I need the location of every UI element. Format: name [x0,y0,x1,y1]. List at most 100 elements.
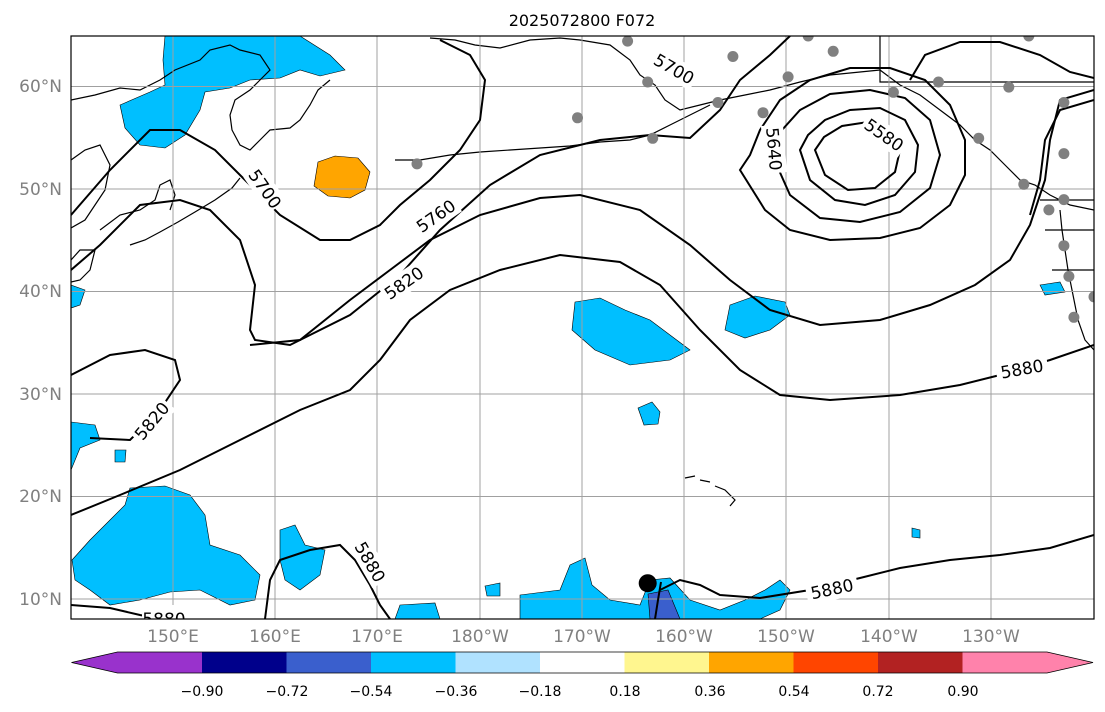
shade-south-mid [279,524,326,591]
colorbar-tick-label: −0.36 [435,684,478,700]
coastlines [71,36,1094,507]
map-frame [70,35,1095,620]
station-marker [1058,194,1070,206]
shade-south-dots2 [484,582,501,597]
contour-5700-east [909,41,1094,81]
station-marker [933,76,944,88]
contour-5880 [71,253,1094,516]
coast-alaska [429,37,881,111]
shade-south-dots [394,602,441,619]
colorbar-tick-label: 0.90 [947,684,978,700]
lat-tick-label: 30°N [19,385,62,405]
colorbar-cell [455,652,540,673]
colorbar-tick-label: −0.72 [266,684,309,700]
contour-label-5640: 5640 [761,127,785,172]
colorbar-tick-label: 0.72 [862,684,893,700]
coast-siberia [71,44,331,151]
shaded-regions [71,36,1066,619]
station-marker [572,112,583,124]
lon-tick-label: 130°W [962,627,1020,647]
colorbar-cell [371,652,456,673]
gridlines [71,36,1094,619]
colorbar-tick-label: −0.54 [350,684,393,700]
colorbar-cell [878,652,963,673]
station-marker [827,45,839,57]
shade-west-mid [71,421,101,471]
station-marker [727,51,739,62]
colorbar-outline [71,651,1094,674]
coast-kurils [129,177,241,246]
shade-southwest [71,485,261,606]
station-markers [411,36,1094,323]
shade-central-east [724,295,791,339]
colorbar-tick-labels: −0.90 −0.72 −0.54 −0.36 −0.18 0.18 0.36 … [181,684,979,700]
lat-tick-label: 40°N [19,282,62,302]
station-marker [1058,97,1070,108]
lat-tick-label: 50°N [19,180,62,200]
contour-labels: 5700 5760 5820 5580 5640 5700 5880 5820 … [128,47,1050,630]
colorbar-cell [624,652,709,673]
station-marker [887,86,899,98]
colorbar-cell [709,652,794,673]
contour-5640 [738,67,966,242]
lon-tick-label: 160°E [249,627,301,647]
station-marker [1063,270,1075,282]
black-dot-marker [638,574,657,593]
point-track [654,581,662,619]
shade-orange-blob [313,155,371,199]
lon-tick-label: 140°W [860,627,918,647]
lat-tick-label: 10°N [19,590,62,610]
contour-5760-east [1029,99,1094,216]
station-marker [1068,311,1080,323]
station-marker [622,36,634,47]
lat-tick-label: 60°N [19,77,62,97]
coast-border [879,36,1094,83]
station-marker [973,132,985,144]
lon-tick-labels: 150°E 160°E 170°E 180°W 170°W 160°W 150°… [147,627,1020,647]
station-marker [757,107,769,119]
coast-westcoast [1059,209,1094,351]
coast-hawaii [684,475,736,507]
contour-5700 [71,39,487,241]
lon-tick-label: 170°E [351,627,403,647]
lon-tick-label: 180°W [451,627,509,647]
colorbar-tick-label: −0.18 [519,684,562,700]
colorbar: −0.90 −0.72 −0.54 −0.36 −0.18 0.18 0.36 … [71,651,1094,700]
colorbar-cell [286,652,371,673]
shade-bering-north [119,36,346,149]
contour-label-5880-southwest: 5880 [142,610,185,630]
shade-east-dot [911,527,921,539]
lat-tick-label: 20°N [19,487,62,507]
station-marker [411,158,423,170]
station-marker [1003,81,1015,93]
coast-okhotsk [71,144,111,229]
shade-south-main [519,557,791,619]
coast-kamchatka [99,179,176,231]
contour-5760 [71,36,791,347]
coast-panhandle [879,69,1094,211]
station-marker [802,36,814,42]
station-marker [1088,291,1094,303]
lon-tick-label: 150°W [757,627,815,647]
colorbar-tick-label: 0.18 [609,684,640,700]
station-marker [782,71,794,83]
map-title: 2025072800 F072 [509,11,656,30]
colorbar-cells [71,651,1094,674]
contour-5580 [798,106,920,207]
station-marker [1023,36,1035,42]
station-marker [1043,204,1055,216]
colorbar-tick-label: −0.90 [181,684,224,700]
colorbar-tick-label: 0.36 [694,684,725,700]
shade-central-small [637,401,661,426]
lat-tick-labels: 10°N 20°N 30°N 40°N 50°N 60°N [19,77,62,610]
colorbar-extend-high [962,652,1093,673]
colorbar-cell [540,652,625,673]
lon-tick-label: 160°W [655,627,713,647]
shade-central-north [571,297,691,366]
colorbar-extend-low [71,652,202,673]
station-marker [1058,240,1070,252]
station-marker [1058,148,1070,160]
station-marker [712,97,724,108]
lon-tick-label: 150°E [147,627,199,647]
station-marker [1018,178,1030,190]
